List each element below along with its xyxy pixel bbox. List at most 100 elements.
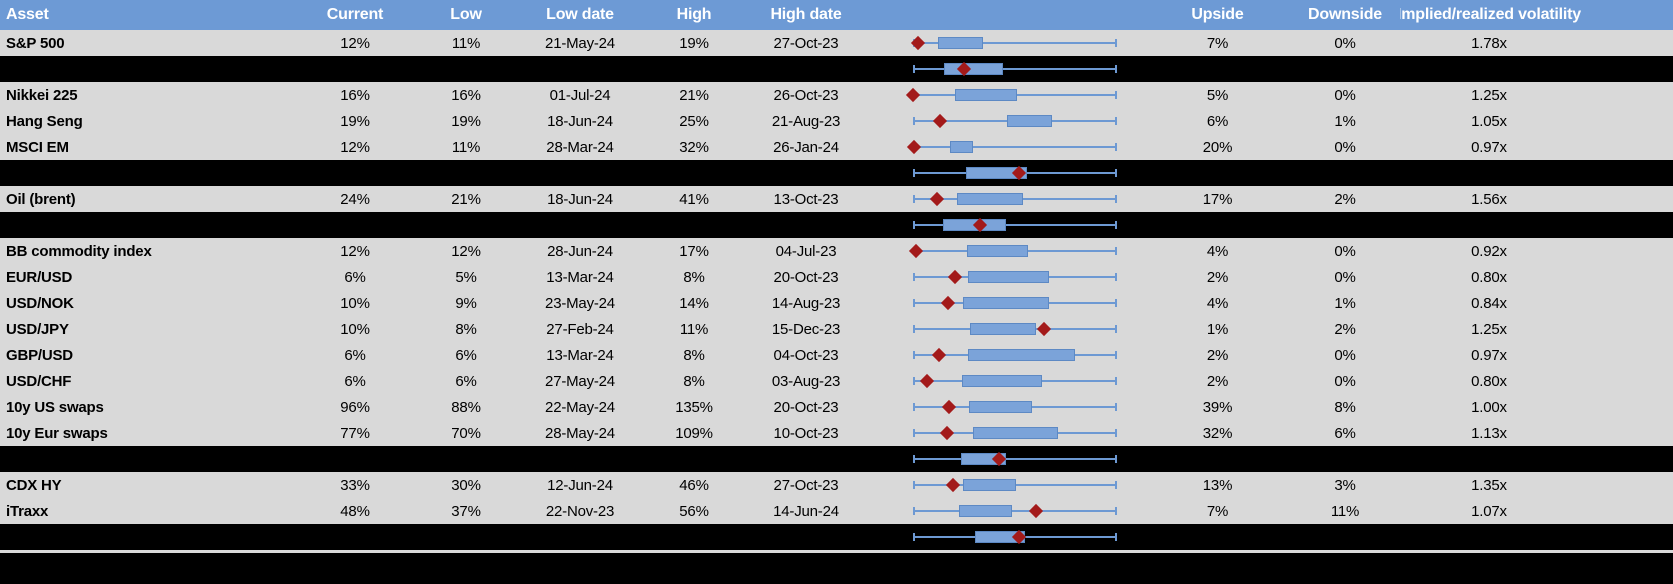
downside-value: 2% — [1334, 190, 1356, 208]
range-whisker — [913, 68, 1117, 70]
high-value: 14% — [679, 294, 709, 312]
downside-value — [1290, 212, 1400, 238]
high-date: 13-Oct-23 — [773, 190, 839, 208]
whisker-cap-right — [1115, 481, 1117, 489]
current-value: 77% — [340, 424, 370, 442]
interquartile-box — [969, 323, 1036, 335]
upside-value: 2% — [1206, 268, 1229, 286]
current-value: 6% — [344, 346, 366, 364]
interquartile-box — [962, 479, 1016, 491]
asset-row-10y-eur-swaps: 10y Eur swaps 77% 70% 28-May-24 109% 10-Oct-2… — [0, 420, 1673, 446]
low-value — [420, 56, 512, 82]
low-value — [420, 212, 512, 238]
implied-realized-vol-value — [1400, 212, 1673, 238]
low-date: 13-Mar-24 — [546, 346, 614, 364]
implied-realized-vol-value — [1400, 56, 1673, 82]
range-chart — [872, 82, 1145, 108]
current-value-diamond-marker — [929, 191, 945, 207]
whisker-cap-left — [913, 169, 915, 177]
upside-value — [1145, 212, 1290, 238]
range-whisker — [913, 146, 1117, 148]
downside-value: 3% — [1334, 476, 1356, 494]
current-value — [290, 160, 420, 186]
current-value-diamond-marker — [905, 87, 921, 103]
whisker-cap-right — [1115, 117, 1117, 125]
high-value: 8% — [683, 268, 705, 286]
high-date: 20-Oct-23 — [773, 268, 839, 286]
current-value-diamond-marker — [932, 113, 947, 129]
downside-value: 2% — [1334, 320, 1356, 338]
upside-value: 32% — [1202, 424, 1233, 442]
table-header: Asset Current Low Low date High High dat… — [0, 0, 1673, 30]
asset-row-10y-us-swaps: 10y US swaps 96% 88% 22-May-24 135% 20-Oct-23… — [0, 394, 1673, 420]
interquartile-box — [968, 349, 1075, 361]
range-chart — [872, 420, 1145, 446]
bottom-separator-strip — [0, 550, 1673, 553]
high-date: 04-Oct-23 — [773, 346, 839, 364]
high-date: 03-Aug-23 — [771, 372, 841, 390]
interquartile-box — [969, 401, 1032, 413]
low-value — [420, 524, 512, 550]
interquartile-box — [949, 141, 973, 153]
high-date: 14-Jun-24 — [773, 502, 839, 520]
high-value — [648, 56, 740, 82]
low-value: 21% — [451, 190, 481, 208]
high-date: 15-Dec-23 — [771, 320, 841, 338]
range-boxplot — [913, 212, 1117, 238]
high-value: 25% — [679, 112, 709, 130]
range-boxplot — [905, 82, 1117, 108]
range-chart — [872, 212, 1145, 238]
range-chart — [872, 498, 1145, 524]
current-value — [290, 446, 420, 472]
high-value: 41% — [679, 190, 709, 208]
upside-value: 1% — [1206, 320, 1229, 338]
interquartile-box — [968, 271, 1050, 283]
downside-value: 1% — [1334, 294, 1356, 312]
range-chart — [872, 446, 1145, 472]
summary-row — [0, 446, 1673, 472]
downside-value: 0% — [1334, 86, 1356, 104]
low-date: 21-May-24 — [545, 34, 615, 52]
implied-realized-vol-value: 0.97x — [1471, 138, 1507, 156]
implied-realized-vol-value: 0.80x — [1471, 372, 1507, 390]
range-chart — [872, 186, 1145, 212]
range-chart — [872, 108, 1145, 134]
column-header-implied-realized-volatility: Implied/realized volatility — [1400, 6, 1581, 23]
column-header-low: Low — [450, 6, 482, 23]
high-date: 21-Aug-23 — [771, 112, 841, 130]
whisker-cap-left — [913, 455, 915, 463]
asset-row-usd-jpy: USD/JPY 10% 8% 27-Feb-24 11% 15-Dec-23 1% 2% 1.2… — [0, 316, 1673, 342]
range-chart — [872, 30, 1145, 56]
current-value — [290, 524, 420, 550]
range-chart — [872, 56, 1145, 82]
downside-value: 0% — [1334, 346, 1356, 364]
high-value: 32% — [679, 138, 709, 156]
high-date — [740, 160, 872, 186]
column-header-downside: Downside — [1308, 6, 1382, 23]
current-value-diamond-marker — [906, 139, 922, 155]
whisker-cap-left — [913, 351, 915, 359]
whisker-cap-left — [913, 65, 915, 73]
whisker-cap-left — [913, 507, 915, 515]
range-chart — [872, 316, 1145, 342]
whisker-cap-right — [1115, 325, 1117, 333]
range-chart — [872, 394, 1145, 420]
low-value: 16% — [451, 86, 481, 104]
whisker-cap-right — [1115, 91, 1117, 99]
low-date: 22-May-24 — [545, 398, 615, 416]
implied-realized-vol-value — [1400, 446, 1673, 472]
column-header-high: High — [676, 6, 712, 23]
whisker-cap-left — [913, 273, 915, 281]
interquartile-box — [938, 37, 983, 49]
column-header-chart — [872, 0, 1145, 30]
high-date: 10-Oct-23 — [773, 424, 839, 442]
current-value-diamond-marker — [947, 269, 963, 285]
low-date: 28-Mar-24 — [546, 138, 614, 156]
implied-realized-vol-value: 1.35x — [1471, 476, 1507, 494]
range-chart — [872, 368, 1145, 394]
current-value: 96% — [340, 398, 370, 416]
high-value: 135% — [675, 398, 713, 416]
whisker-cap-left — [913, 533, 915, 541]
low-date: 27-May-24 — [545, 372, 615, 390]
current-value-diamond-marker — [931, 347, 946, 363]
